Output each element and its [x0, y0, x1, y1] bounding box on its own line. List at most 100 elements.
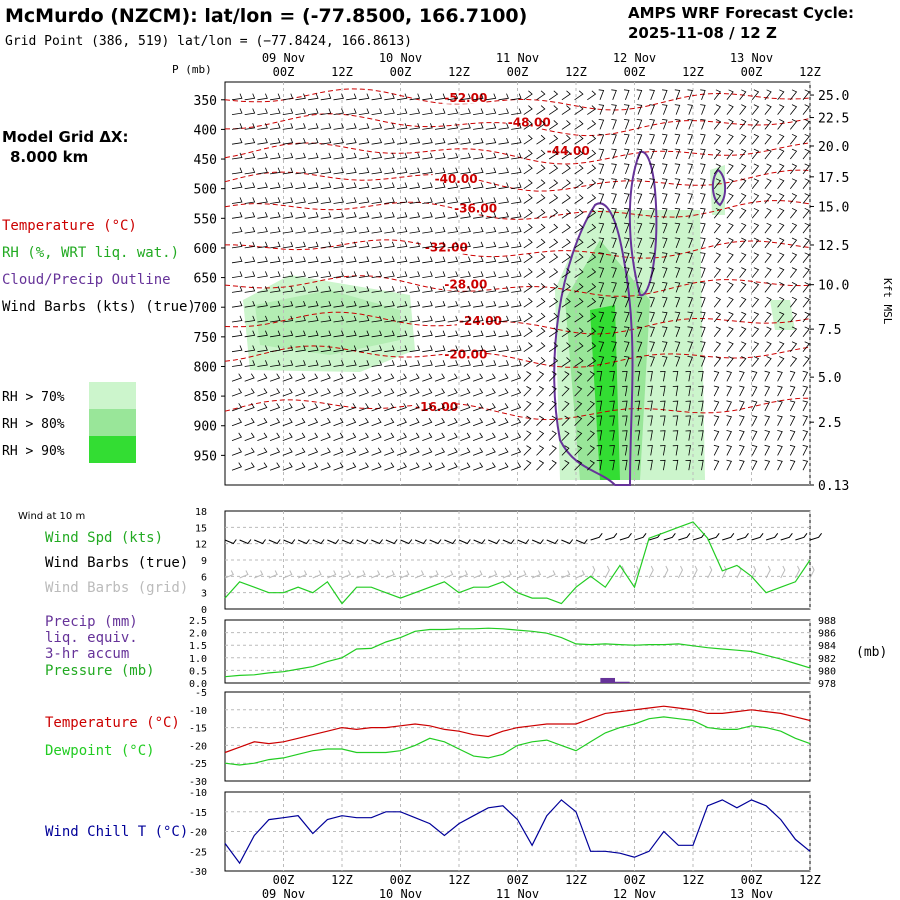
wind-barb	[232, 138, 242, 144]
wind-barb	[308, 271, 318, 277]
wind-barb	[372, 168, 382, 174]
date-top-label: 09 Nov	[262, 51, 305, 65]
true-wind-barb	[371, 540, 382, 544]
wind-barb	[537, 328, 545, 337]
wind-barb	[700, 179, 705, 189]
wind-barb	[765, 297, 771, 307]
wind-barb	[740, 134, 746, 144]
station-title: McMurdo (NZCM): lat/lon = (-77.8500, 166…	[5, 5, 527, 27]
legend-rh90-label: RH > 90%	[2, 444, 65, 459]
y-tick-label: -25	[189, 847, 207, 858]
wind-barb	[270, 403, 279, 411]
wind-barb	[232, 448, 241, 456]
wind-barb	[499, 94, 509, 100]
wind-barb	[752, 208, 758, 218]
wind-barb	[232, 463, 241, 471]
wind-barb	[295, 433, 304, 441]
wind-barb	[777, 416, 782, 426]
wind-barb	[257, 212, 267, 218]
wind-barb	[499, 346, 509, 352]
isotherm-label: -48.00	[508, 116, 551, 130]
date-top-label: 11 Nov	[496, 51, 539, 65]
wind-barb	[752, 90, 758, 100]
wind-barb	[257, 168, 267, 174]
wind-barb	[257, 94, 267, 100]
wind-10m-plot: 0369121518	[195, 507, 822, 616]
wind-barb	[675, 194, 680, 204]
wind-barb	[308, 418, 317, 426]
wind-barb	[740, 327, 746, 337]
wind-barb	[537, 224, 545, 233]
wind-barb	[524, 386, 531, 396]
wind-barb	[473, 331, 483, 337]
wind-barb	[359, 242, 369, 248]
wind-barb	[460, 463, 469, 471]
wind10m-title: Wind at 10 m	[18, 511, 85, 522]
wind-barb	[777, 445, 782, 455]
wind-barb	[727, 401, 732, 411]
wind-barb	[410, 360, 420, 366]
wind-barb	[283, 374, 292, 382]
wind-barb	[511, 418, 520, 426]
wind-barb	[624, 134, 629, 144]
true-wind-barb	[503, 540, 514, 544]
wind-barb	[739, 460, 744, 470]
wind-barb	[270, 257, 280, 263]
wind-barb	[511, 389, 520, 397]
pressure-tick-label: 350	[194, 94, 217, 109]
wind-barb	[511, 301, 521, 307]
wind-barb	[397, 433, 406, 441]
wind-barb	[740, 253, 746, 263]
wind-barb	[334, 418, 343, 426]
wind-barb	[384, 448, 393, 456]
wind-barb	[549, 180, 557, 189]
wind-barb	[308, 109, 318, 115]
wind-barb	[752, 312, 758, 322]
wind-barb	[740, 208, 746, 218]
wind-barb	[384, 153, 394, 159]
wind-barb	[637, 90, 642, 100]
wind-barb	[359, 271, 369, 277]
wind-barb	[283, 448, 292, 456]
wind-barb	[675, 134, 680, 144]
y-tick-label: -10	[189, 706, 207, 717]
wind-barb	[283, 212, 293, 218]
wind-barb	[714, 253, 720, 263]
wind-barb	[803, 416, 808, 426]
wind-barb	[232, 433, 241, 441]
true-wind-barb	[518, 540, 529, 544]
wind-barb	[499, 448, 508, 456]
wind-barb	[422, 153, 432, 159]
pressure-tick-label: 986	[818, 629, 836, 640]
wind-barb	[714, 312, 720, 322]
wind-barb	[537, 313, 545, 322]
wind-barb	[537, 283, 545, 292]
height-tick-label: 2.5	[818, 416, 841, 431]
wind-barb	[714, 386, 719, 396]
true-wind-barb	[693, 533, 705, 540]
wind-barb	[537, 372, 544, 382]
wind-barb	[778, 268, 784, 278]
wind-barb	[321, 227, 331, 233]
isotherm-label: -16.00	[415, 400, 458, 414]
wind-barb	[257, 227, 267, 233]
wind-barb	[321, 374, 330, 382]
wind-barb	[524, 372, 531, 382]
true-wind-barb	[752, 533, 764, 540]
wind-barb	[511, 212, 521, 218]
wind-barb	[549, 416, 556, 426]
wind-barb	[422, 212, 432, 218]
forecast-cycle-label: AMPS WRF Forecast Cycle:	[628, 4, 854, 22]
wind-barb	[537, 239, 545, 248]
wind-barb	[499, 183, 509, 189]
wind-barb	[270, 197, 280, 203]
wind-barb	[410, 433, 419, 441]
true-wind-barb	[810, 533, 822, 540]
wind-barb	[752, 342, 758, 352]
wind-barb	[511, 138, 521, 144]
wind-barb	[384, 374, 393, 382]
wind-barb	[346, 109, 356, 115]
wind-barb	[245, 153, 255, 159]
wind-barb	[245, 242, 255, 248]
wind-barb	[270, 271, 280, 277]
